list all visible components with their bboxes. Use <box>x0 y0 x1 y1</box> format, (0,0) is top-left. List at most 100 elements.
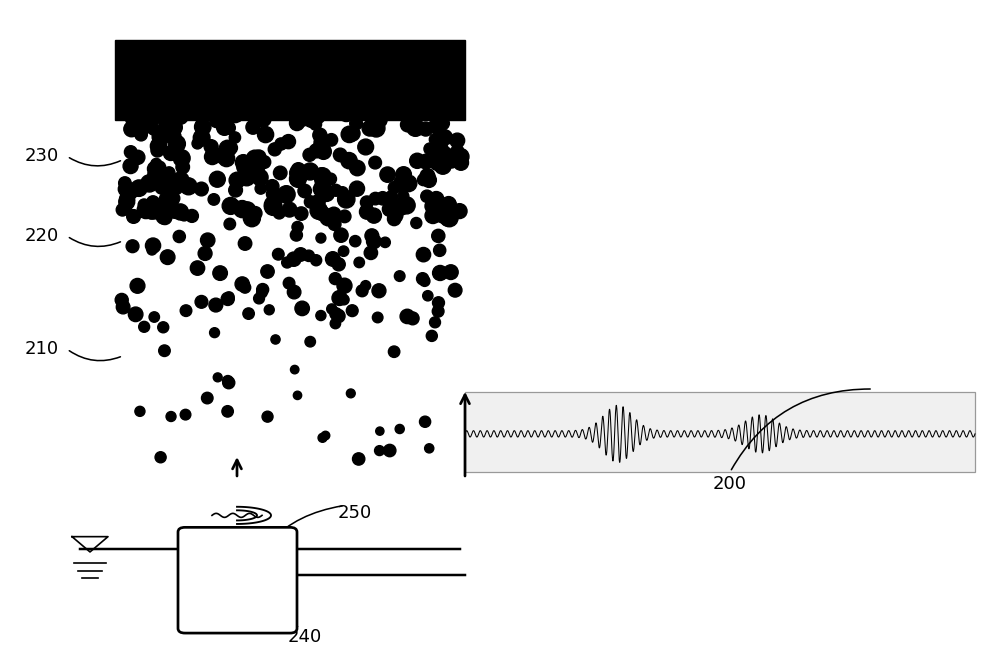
Point <box>266 189 282 200</box>
Point <box>331 259 347 270</box>
Point <box>336 281 352 291</box>
Point <box>289 118 305 128</box>
Point <box>117 178 133 188</box>
Point <box>228 185 244 196</box>
Point <box>235 157 251 168</box>
Point <box>227 109 243 120</box>
Point <box>265 200 281 210</box>
Point <box>199 393 215 404</box>
Point <box>375 193 391 203</box>
Point <box>133 126 149 137</box>
Point <box>401 178 417 189</box>
Point <box>363 247 379 258</box>
Point <box>163 411 179 422</box>
Point <box>153 132 169 142</box>
Point <box>427 134 443 145</box>
Point <box>348 118 364 129</box>
Point <box>207 106 223 117</box>
Point <box>207 327 223 338</box>
Point <box>239 172 255 183</box>
Point <box>147 164 163 174</box>
Point <box>212 110 228 120</box>
Point <box>244 213 260 223</box>
Point <box>311 105 327 116</box>
Point <box>354 285 370 296</box>
Point <box>151 205 167 216</box>
Point <box>428 194 444 204</box>
Point <box>209 174 225 185</box>
Point <box>386 346 402 357</box>
Point <box>293 208 309 219</box>
Point <box>327 319 343 329</box>
Point <box>313 233 329 243</box>
Point <box>294 303 310 314</box>
Point <box>290 221 306 232</box>
Point <box>237 162 253 172</box>
Point <box>237 282 253 293</box>
Point <box>206 194 222 205</box>
Point <box>424 331 440 341</box>
Point <box>135 121 151 132</box>
Point <box>212 268 228 279</box>
Point <box>427 317 443 328</box>
Point <box>260 412 276 422</box>
Point <box>418 124 434 134</box>
Point <box>399 200 415 211</box>
Point <box>442 199 458 209</box>
Point <box>212 150 228 161</box>
Point <box>336 246 352 257</box>
Point <box>130 281 146 291</box>
Point <box>327 273 343 284</box>
Point <box>294 113 310 124</box>
Point <box>204 152 220 162</box>
Point <box>136 200 152 210</box>
Point <box>366 210 382 221</box>
Point <box>400 119 416 130</box>
Point <box>290 164 306 175</box>
Point <box>421 175 437 186</box>
Point <box>172 207 188 217</box>
Point <box>254 108 270 119</box>
Point <box>394 178 410 189</box>
Point <box>203 142 219 152</box>
Point <box>452 205 468 216</box>
Point <box>144 245 160 255</box>
Point <box>119 194 135 204</box>
Point <box>317 430 333 441</box>
Text: 250: 250 <box>338 504 372 523</box>
Point <box>409 156 425 166</box>
Point <box>173 175 189 186</box>
Point <box>317 186 333 197</box>
Point <box>241 309 257 319</box>
Point <box>123 147 139 158</box>
Point <box>436 102 452 113</box>
Point <box>290 168 306 178</box>
Point <box>419 191 435 201</box>
Point <box>208 116 224 126</box>
Point <box>417 276 433 287</box>
Point <box>155 322 171 332</box>
Point <box>432 268 448 279</box>
Point <box>251 293 267 304</box>
Point <box>148 158 164 169</box>
Point <box>156 345 172 356</box>
Point <box>429 158 445 169</box>
Point <box>372 426 388 436</box>
Point <box>170 111 186 122</box>
Point <box>371 285 387 296</box>
Point <box>157 112 173 123</box>
Point <box>337 211 353 221</box>
Point <box>153 452 169 463</box>
Point <box>377 237 393 247</box>
Point <box>273 139 289 150</box>
Point <box>370 312 386 323</box>
Point <box>220 144 236 154</box>
Point <box>313 170 329 180</box>
Point <box>208 300 224 311</box>
Point <box>432 245 448 255</box>
Point <box>158 116 174 126</box>
Point <box>417 416 433 427</box>
Point <box>415 273 431 284</box>
Point <box>301 251 317 261</box>
Point <box>158 194 174 205</box>
